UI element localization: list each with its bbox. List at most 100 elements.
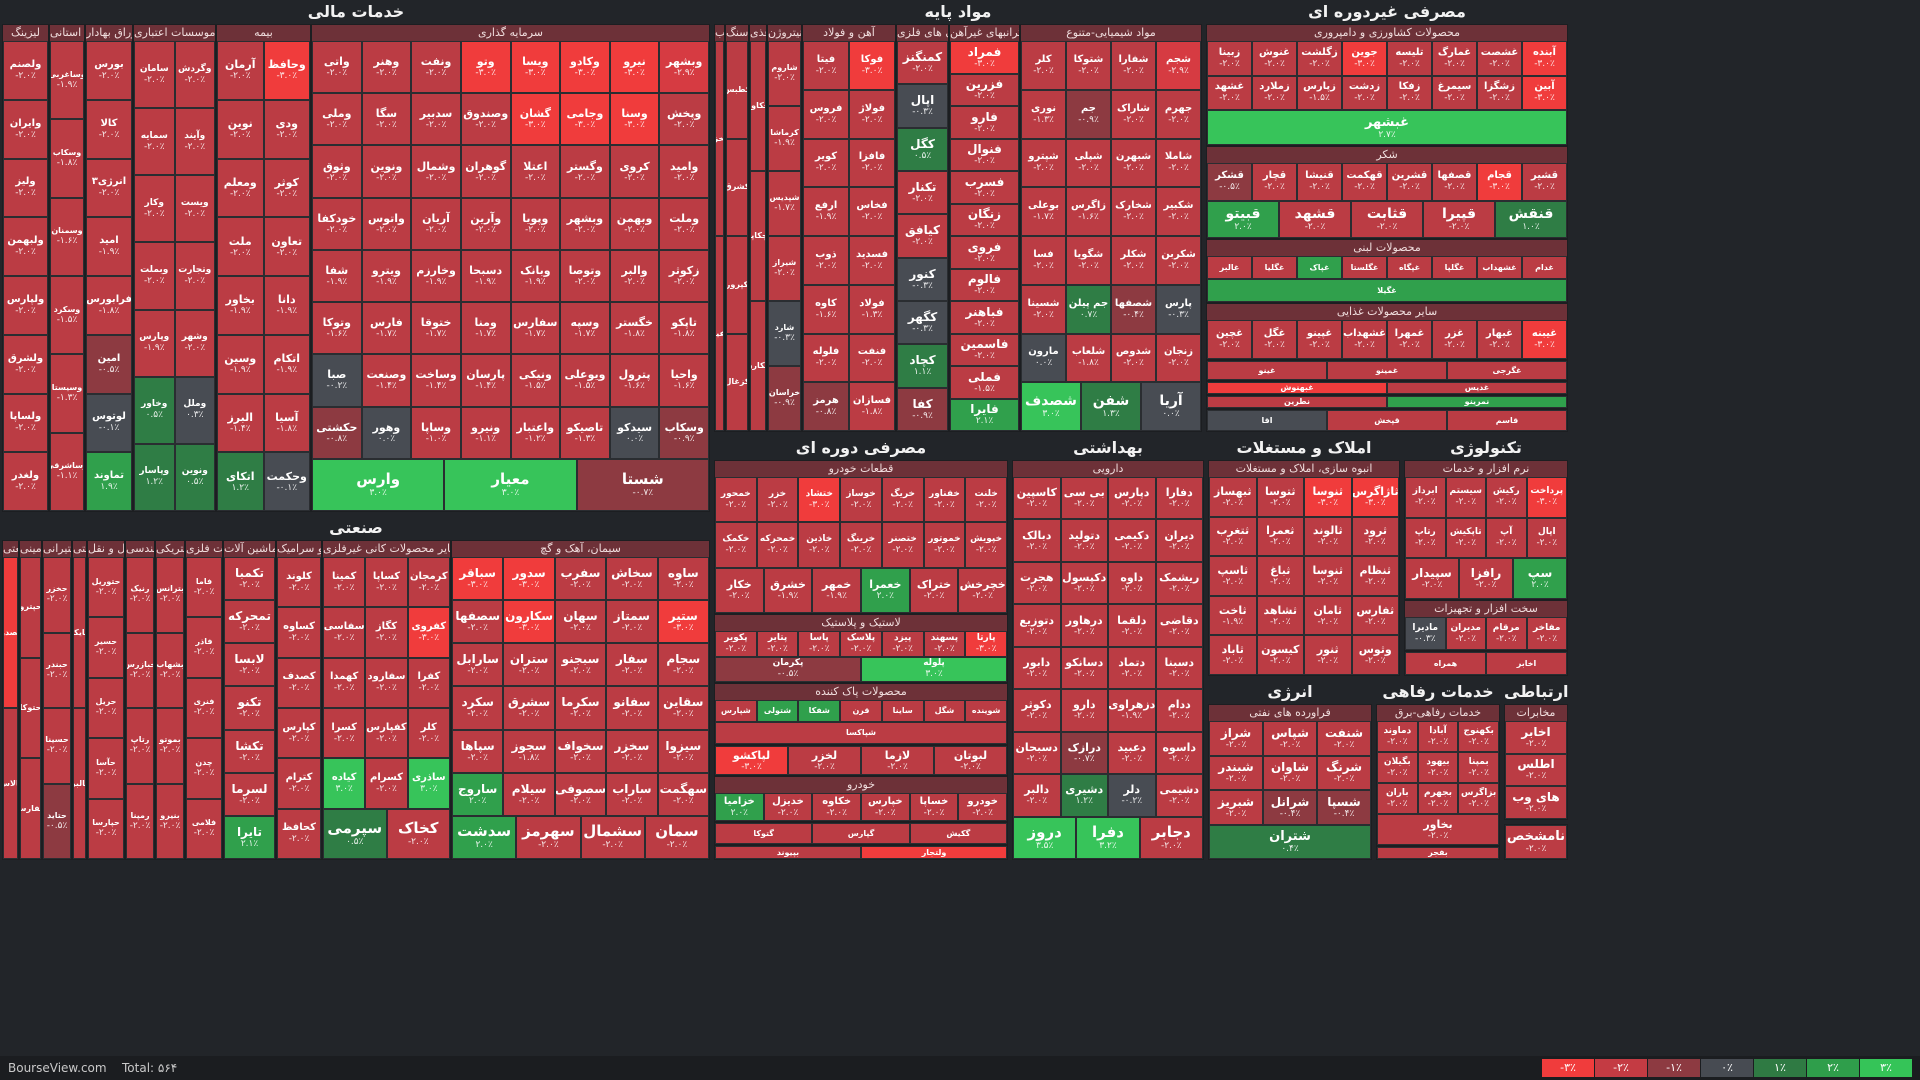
stock-tile[interactable]: شپاس -۲.۰٪ — [1263, 721, 1317, 756]
stock-tile[interactable]: وملت -۲.۰٪ — [659, 197, 709, 250]
stock-tile[interactable]: خلنت -۲.۰٪ — [965, 477, 1007, 523]
stock-tile[interactable]: پلاسک -۲.۰٪ — [840, 631, 882, 657]
stock-tile[interactable]: نوین -۲.۰٪ — [217, 99, 264, 159]
stock-tile[interactable]: وصنعت -۱.۴٪ — [361, 354, 412, 407]
stock-tile[interactable]: درهاور -۲.۰٪ — [1060, 604, 1108, 647]
stock-tile[interactable]: حسینا -۲.۰٪ — [43, 708, 71, 784]
stock-tile[interactable]: پرداخت -۳.۰٪ — [1526, 477, 1567, 518]
stock-tile[interactable]: سجوز -۱.۸٪ — [503, 729, 555, 773]
stock-tile[interactable]: چکاوه — [750, 41, 766, 171]
stock-tile[interactable]: شصفها -۰.۴٪ — [1111, 284, 1156, 334]
stock-tile[interactable]: ریشمک -۲.۰٪ — [1155, 561, 1203, 605]
stock-tile[interactable]: ثامان -۲.۰٪ — [1304, 595, 1352, 636]
stock-tile[interactable]: کاسپین -۲.۰٪ — [1013, 477, 1061, 520]
stock-tile[interactable]: ارفع -۱.۹٪ — [803, 187, 849, 236]
stock-tile[interactable]: سکارون -۳.۰٪ — [503, 600, 555, 644]
stock-tile[interactable]: کفپارس -۲.۰٪ — [365, 708, 408, 759]
stock-tile[interactable]: جم پیلن ۰.۷٪ — [1066, 284, 1111, 334]
stock-tile[interactable]: گتوکا — [715, 823, 813, 844]
stock-tile[interactable]: فزرین -۲.۰٪ — [950, 73, 1019, 106]
stock-tile[interactable]: فاسمین -۲.۰٪ — [950, 333, 1019, 366]
stock-tile[interactable]: غگرجی — [1447, 361, 1567, 380]
stock-tile[interactable]: بخاور -۲.۰٪ — [1377, 814, 1499, 845]
stock-tile[interactable]: دکوثر -۲.۰٪ — [1013, 689, 1061, 732]
stock-tile[interactable]: غشصت -۲.۰٪ — [1477, 41, 1522, 76]
stock-tile[interactable]: چکاپا — [750, 171, 766, 301]
stock-tile[interactable]: سپرمی ۰.۵٪ — [323, 808, 387, 859]
stock-tile[interactable]: سصفها -۲.۰٪ — [452, 600, 504, 644]
stock-tile[interactable]: دفرا ۳.۲٪ — [1076, 816, 1140, 859]
stock-tile[interactable]: فایرا ۲.۱٪ — [950, 398, 1019, 431]
stock-tile[interactable]: ودی -۲.۰٪ — [263, 99, 310, 159]
stock-tile[interactable]: چخزر — [715, 41, 724, 236]
stock-tile[interactable]: وشمال -۲.۰٪ — [411, 145, 461, 198]
stock-tile[interactable]: شپارس — [715, 700, 757, 722]
stock-tile[interactable]: سیزوا -۲.۰٪ — [657, 729, 709, 773]
stock-tile[interactable]: بمپنا -۲.۰٪ — [1458, 752, 1499, 783]
stock-tile[interactable]: وکار -۲.۰٪ — [134, 175, 175, 243]
stock-tile[interactable]: غپاک — [1297, 256, 1342, 279]
stock-tile[interactable]: دکپسول -۲.۰٪ — [1060, 561, 1108, 605]
stock-tile[interactable]: لوتوس -۰.۱٪ — [86, 393, 132, 453]
stock-tile[interactable]: ثعمرا -۲.۰٪ — [1256, 516, 1304, 557]
stock-tile[interactable]: شبندر -۲.۰٪ — [1209, 755, 1263, 790]
stock-tile[interactable]: فاما -۲.۰٪ — [186, 557, 222, 618]
stock-tile[interactable]: شرنگ -۲.۰٪ — [1317, 755, 1371, 790]
stock-tile[interactable]: دانا -۱.۹٪ — [263, 276, 310, 335]
stock-tile[interactable]: کالا -۲.۰٪ — [86, 99, 132, 159]
stock-tile[interactable]: وسیستا -۱.۳٪ — [50, 354, 84, 433]
stock-tile[interactable]: شراز -۲.۰٪ — [1209, 721, 1263, 756]
stock-tile[interactable]: جم -۰.۹٪ — [1066, 89, 1111, 139]
stock-tile[interactable]: سشمال -۲.۰٪ — [580, 815, 645, 859]
stock-tile[interactable]: ولبهمن -۲.۰٪ — [3, 217, 48, 276]
stock-tile[interactable]: شبهرن -۲.۰٪ — [1111, 138, 1156, 188]
stock-tile[interactable]: بترانس -۲.۰٪ — [156, 557, 184, 633]
stock-tile[interactable]: مارون ۰.۰٪ — [1021, 333, 1066, 383]
stock-tile[interactable]: وآیند -۲.۰٪ — [174, 108, 215, 176]
stock-tile[interactable]: وصندوق -۲.۰٪ — [460, 93, 511, 146]
stock-tile[interactable]: وپخش -۲.۰٪ — [659, 93, 709, 146]
stock-tile[interactable]: بایکا — [73, 557, 86, 708]
stock-tile[interactable]: مفاخر -۲.۰٪ — [1526, 617, 1567, 650]
stock-tile[interactable]: سگا -۲.۰٪ — [361, 93, 412, 146]
stock-tile[interactable]: کفروی -۳.۰٪ — [407, 607, 450, 658]
stock-tile[interactable]: خگستر -۱.۸٪ — [609, 302, 660, 355]
stock-tile[interactable]: اقا — [1207, 410, 1327, 431]
stock-tile[interactable]: آپ -۲.۰٪ — [1486, 517, 1527, 559]
stock-tile[interactable]: غگیلا — [1207, 279, 1567, 302]
stock-tile[interactable]: دابور -۲.۰٪ — [1013, 646, 1061, 690]
stock-tile[interactable]: زنگان -۲.۰٪ — [950, 203, 1019, 236]
stock-tile[interactable]: تعاون -۲.۰٪ — [263, 217, 310, 276]
stock-tile[interactable]: خساپا -۲.۰٪ — [909, 793, 959, 821]
stock-tile[interactable]: ملت -۲.۰٪ — [217, 217, 264, 276]
stock-tile[interactable]: خمحرکه -۲.۰٪ — [756, 522, 799, 568]
stock-tile[interactable]: سدبیر -۲.۰٪ — [411, 93, 461, 146]
stock-tile[interactable]: اخابر -۲.۰٪ — [1505, 721, 1567, 754]
stock-tile[interactable]: شکربن -۲.۰٪ — [1156, 236, 1201, 285]
stock-tile[interactable]: شتران ۰.۴٪ — [1209, 824, 1371, 859]
stock-tile[interactable]: زفکا -۲.۰٪ — [1387, 75, 1432, 111]
stock-tile[interactable]: وسکاب -۱.۸٪ — [50, 119, 84, 198]
stock-tile[interactable]: خفناور -۲.۰٪ — [923, 477, 966, 523]
stock-tile[interactable]: ثنوسا -۳.۰٪ — [1304, 477, 1352, 517]
stock-tile[interactable]: شلعاب -۱.۸٪ — [1066, 333, 1111, 383]
stock-tile[interactable]: سپیدار -۲.۰٪ — [1405, 558, 1459, 599]
stock-tile[interactable]: زملارد -۲.۰٪ — [1252, 75, 1297, 111]
stock-tile[interactable]: پاسا -۲.۰٪ — [798, 631, 841, 657]
stock-tile[interactable]: آبنده -۳.۰٪ — [1522, 41, 1567, 76]
stock-tile[interactable]: کصدف -۲.۰٪ — [277, 657, 321, 708]
stock-tile[interactable]: درازک -۰.۷٪ — [1060, 731, 1108, 775]
stock-tile[interactable]: وگردش -۲.۰٪ — [174, 41, 215, 109]
stock-tile[interactable]: گکیش — [909, 823, 1007, 844]
stock-tile[interactable]: سیلام -۲.۰٪ — [503, 772, 555, 816]
stock-tile[interactable]: خعمرا ۲.۰٪ — [861, 567, 910, 613]
stock-tile[interactable]: وتوصا -۲.۰٪ — [560, 249, 610, 303]
stock-tile[interactable]: خشرق -۱.۹٪ — [763, 567, 813, 613]
stock-tile[interactable]: ثشاهد -۲.۰٪ — [1256, 595, 1304, 636]
stock-tile[interactable]: وکادو -۳.۰٪ — [560, 41, 610, 94]
stock-tile[interactable]: شتولی — [756, 700, 799, 722]
stock-tile[interactable]: لپاکشو -۳.۰٪ — [715, 746, 788, 775]
stock-tile[interactable]: غپینو -۲.۰٪ — [1297, 320, 1342, 359]
stock-tile[interactable]: کطبس — [726, 41, 748, 139]
stock-tile[interactable]: قشرین -۲.۰٪ — [1387, 163, 1432, 201]
